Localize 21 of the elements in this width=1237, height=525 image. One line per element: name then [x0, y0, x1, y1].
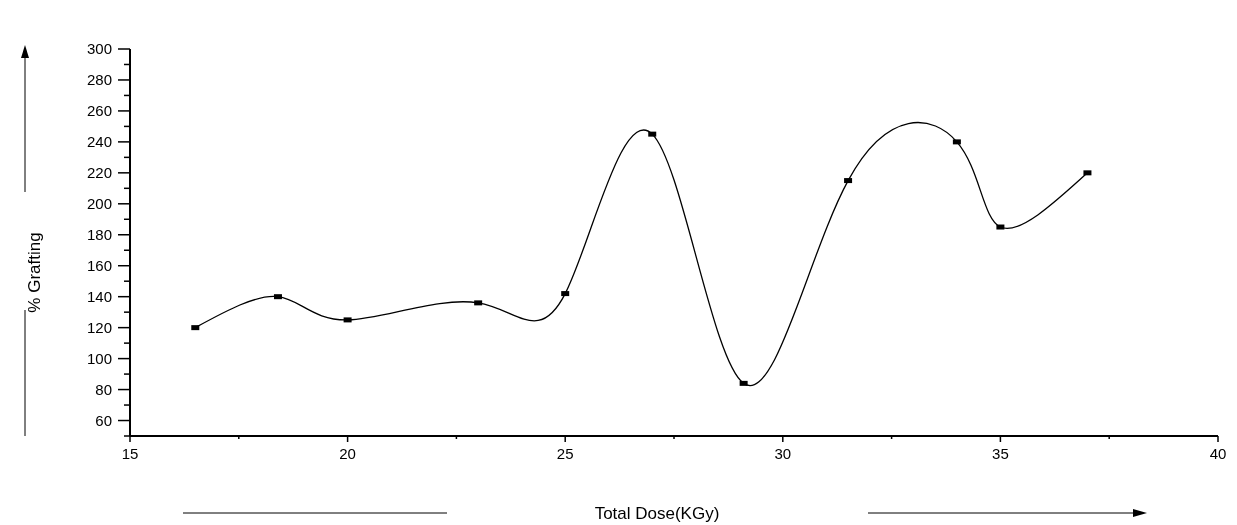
- y-tick-label: 260: [86, 101, 112, 119]
- x-axis-title: Total Dose(KGy): [594, 504, 720, 523]
- y-tick-label: 220: [86, 163, 112, 181]
- y-axis-title: % Grafting: [25, 232, 44, 313]
- y-tick-label: 200: [86, 194, 112, 212]
- y-tick-label: 140: [86, 287, 112, 305]
- x-tick-label: 25: [556, 445, 574, 462]
- x-tick-label: 30: [774, 445, 792, 462]
- y-tick-label: 80: [95, 380, 112, 398]
- y-tick-label: 180: [86, 225, 112, 243]
- y-tick-label: 160: [86, 256, 112, 274]
- x-tick-label: 20: [339, 445, 356, 462]
- y-tick-label: 120: [86, 318, 112, 336]
- x-tick-label: 15: [121, 445, 139, 462]
- y-tick-label: 240: [86, 132, 112, 150]
- y-tick-label: 300: [86, 40, 112, 57]
- y-tick-label: 100: [86, 349, 112, 367]
- x-tick-label: 40: [1209, 445, 1227, 462]
- y-tick-label: 280: [86, 70, 112, 88]
- x-tick-label: 35: [992, 445, 1009, 462]
- y-tick-label: 60: [95, 411, 112, 429]
